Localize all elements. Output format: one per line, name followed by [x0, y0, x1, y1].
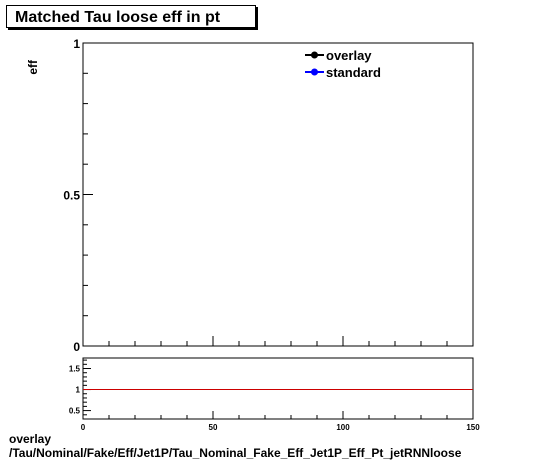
- main-plot-frame: [82, 42, 474, 347]
- legend-marker-standard: [311, 68, 318, 76]
- ratio-x-tick-label: 100: [336, 423, 350, 432]
- ratio-y-tick-label: 0.5: [69, 407, 81, 416]
- y-tick-label: 1: [73, 37, 80, 51]
- ratio-y-tick-label: 1.5: [69, 365, 81, 374]
- ratio-x-tick-label: 0: [81, 423, 86, 432]
- footer-label: overlay: [9, 432, 52, 446]
- y-axis-label: eff: [26, 59, 40, 75]
- chart-title: Matched Tau loose eff in pt: [6, 5, 256, 28]
- legend-marker-overlay: [311, 51, 318, 59]
- ratio-plot-frame: [82, 357, 474, 420]
- ratio-x-tick-label: 150: [466, 423, 480, 432]
- y-tick-label: 0: [73, 340, 80, 354]
- footer-path: /Tau/Nominal/Fake/Eff/Jet1P/Tau_Nominal_…: [9, 446, 462, 460]
- y-tick-label: 0.5: [63, 189, 80, 203]
- ratio-x-tick-label: 50: [209, 423, 218, 432]
- legend-label-standard: standard: [326, 65, 381, 80]
- ratio-y-tick-label: 1: [76, 386, 81, 395]
- legend-label-overlay: overlay: [326, 48, 372, 63]
